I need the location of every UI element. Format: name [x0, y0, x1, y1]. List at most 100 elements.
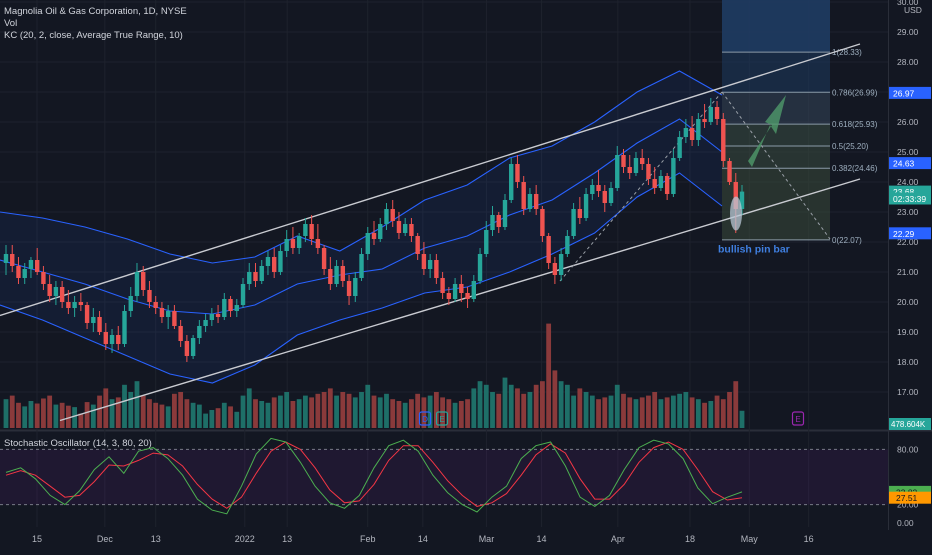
volume-bar: [627, 397, 633, 428]
candle-body: [427, 260, 433, 269]
candle-body: [247, 272, 252, 284]
candle-body: [440, 278, 445, 293]
volume-bar: [3, 399, 9, 428]
fib-level-label: 0.786(26.99): [832, 88, 878, 97]
main-legend: Magnolia Oil & Gas Corporation, 1D, NYSE…: [4, 6, 187, 42]
time-axis-label: 15: [32, 534, 42, 544]
candle-body: [671, 158, 676, 194]
candle-body: [552, 263, 558, 275]
volume-bar: [739, 410, 745, 428]
price-tick-label: 25.00: [897, 147, 919, 157]
volume-bar: [184, 399, 190, 428]
candle-body: [190, 338, 196, 356]
volume-bar: [733, 381, 739, 428]
time-axis-label: Mar: [479, 534, 495, 544]
volume-bar: [278, 395, 283, 428]
volume-bar: [446, 399, 452, 428]
volume-bar: [290, 401, 296, 428]
channel-lower-line: [59, 178, 861, 422]
volume-bar: [34, 403, 40, 428]
osc-tick-label: 20.00: [897, 500, 919, 510]
candle-body: [59, 287, 65, 302]
candle-body: [66, 302, 71, 308]
volume-bar: [215, 408, 221, 428]
time-axis-label: 18: [685, 534, 695, 544]
volume-bar: [9, 395, 15, 428]
volume-bar: [172, 393, 177, 428]
event-marker: [418, 411, 432, 426]
volume-bar: [402, 402, 408, 428]
volume-bar: [334, 395, 339, 428]
volume-label[interactable]: Vol: [4, 18, 18, 29]
candle-body: [128, 296, 133, 311]
candle-body: [328, 269, 333, 284]
volume-badge-label: 478.604K: [891, 420, 926, 429]
volume-bar: [165, 406, 171, 428]
candle-body: [477, 254, 483, 281]
candle-body: [621, 155, 626, 167]
candle-body: [452, 284, 458, 299]
volume-bar: [384, 393, 389, 428]
stoch-band: [0, 449, 888, 505]
candle-body: [527, 194, 533, 209]
candle-body: [446, 293, 452, 299]
volume-bar: [533, 384, 539, 428]
candle-body: [471, 281, 476, 299]
candle-body: [434, 260, 439, 278]
oscillator-legend[interactable]: Stochastic Oscillator (14, 3, 80, 20): [4, 438, 152, 449]
candle-body: [309, 224, 314, 239]
volume-bar: [596, 399, 601, 428]
volume-bar: [103, 388, 109, 428]
volume-bar: [646, 395, 651, 428]
price-tick-label: 22.00: [897, 237, 919, 247]
candle-body: [53, 287, 59, 296]
time-axis-label: Apr: [611, 534, 625, 544]
candle-body: [509, 164, 514, 200]
candle-body: [396, 221, 402, 233]
pin-bar-highlight: [730, 196, 742, 231]
candle-body: [640, 158, 645, 164]
event-marker-label: E: [439, 415, 444, 424]
volume-bar: [540, 381, 545, 428]
volume-bar: [122, 384, 127, 428]
volume-bar: [234, 411, 240, 428]
candle-body: [484, 230, 489, 254]
volume-bar: [115, 397, 121, 428]
event-marker: [791, 411, 805, 426]
candle-body: [583, 194, 589, 218]
volume-bar: [371, 395, 377, 428]
swing-line: [721, 91, 831, 240]
time-axis-label: 14: [418, 534, 428, 544]
candle-body: [733, 182, 738, 209]
candle-body: [153, 302, 158, 308]
kc-band-fill: [0, 71, 722, 383]
price-tick-label: 21.00: [897, 267, 919, 277]
volume-bar: [664, 397, 670, 428]
price-badge-label: 26.97: [893, 88, 915, 98]
candle-body: [72, 302, 77, 308]
candle-body: [608, 188, 614, 203]
time-axis-label: 13: [282, 534, 292, 544]
candle-body: [565, 236, 570, 254]
price-tick-label: 19.00: [897, 327, 919, 337]
volume-bar: [515, 388, 520, 428]
candle-body: [78, 302, 84, 305]
candle-body: [172, 311, 177, 326]
candle-body: [91, 317, 96, 323]
volume-bar: [552, 370, 558, 428]
volume-bar: [228, 406, 233, 428]
candle-body: [571, 209, 576, 236]
volume-bar: [583, 392, 589, 428]
candle-body: [303, 224, 308, 236]
candle-body: [708, 107, 714, 122]
candle-body: [533, 194, 539, 209]
candle-body: [259, 266, 264, 281]
time-axis-label: 16: [804, 534, 814, 544]
time-axis-label: 13: [151, 534, 161, 544]
chart-title[interactable]: Magnolia Oil & Gas Corporation, 1D, NYSE: [4, 6, 187, 17]
volume-bar: [284, 392, 290, 428]
candle-body: [278, 251, 283, 272]
kc-label[interactable]: KC (20, 2, close, Average True Range, 10…: [4, 30, 183, 41]
volume-bar: [720, 399, 726, 428]
volume-bar: [390, 399, 396, 428]
